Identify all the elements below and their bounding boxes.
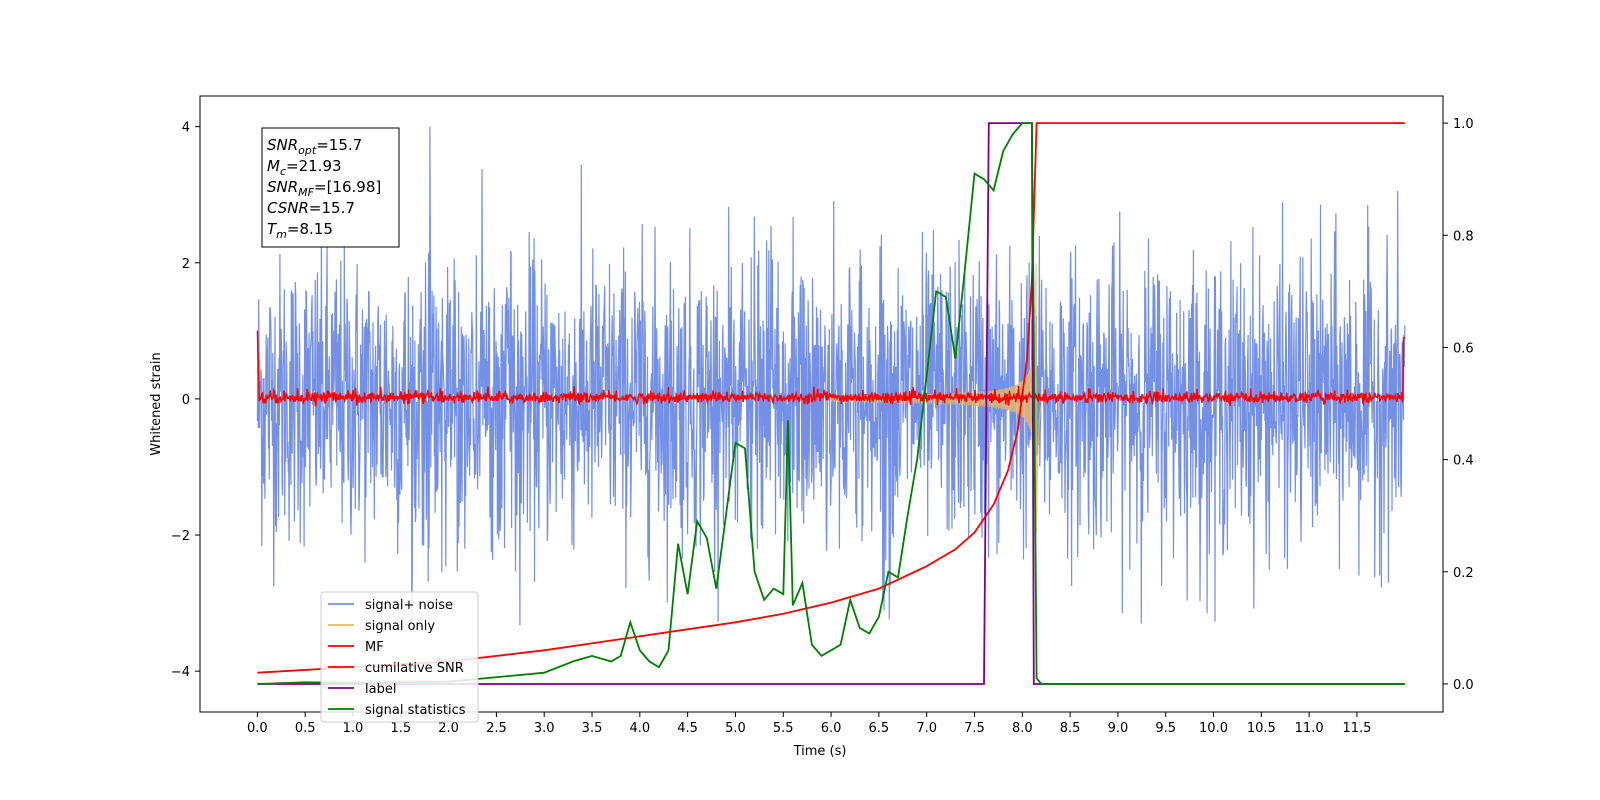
y-right-tick-label: 0.8 (1453, 229, 1474, 244)
legend-label: cumilative SNR (365, 661, 464, 676)
x-tick-label: 8.0 (1012, 721, 1033, 736)
annotation-box: SNRopt=15.7Mc=21.93SNRMF=[16.98]CSNR=15.… (261, 127, 400, 248)
x-tick-label: 6.0 (821, 721, 842, 736)
x-tick-label: 9.0 (1108, 721, 1129, 736)
x-tick-label: 1.5 (390, 721, 411, 736)
x-tick-label: 2.0 (438, 721, 459, 736)
annotation-line: Tm=8.15 (267, 220, 333, 241)
legend-label: signal+ noise (365, 598, 453, 613)
x-tick-label: 7.5 (964, 721, 985, 736)
x-axis-label: Time (s) (793, 744, 847, 759)
series-signal-statistics (257, 122, 1405, 685)
annotation-line: SNRMF=[16.98] (267, 178, 381, 199)
series-mf (256, 330, 1405, 407)
y-right-tick-label: 0.2 (1453, 566, 1474, 581)
x-axis: 0.0 0.5 1.0 1.5 2.0 2.5 3.0 3.5 4.0 4.5 5.0 5.5 6.0 6… (247, 712, 1371, 736)
plot-frame (199, 95, 1444, 713)
x-tick-label: 11.5 (1342, 721, 1371, 736)
x-tick-label: 2.5 (486, 721, 507, 736)
x-tick-label: 4.0 (629, 721, 650, 736)
x-tick-label: 9.5 (1155, 721, 1176, 736)
x-tick-label: 0.0 (247, 721, 268, 736)
x-tick-label: 1.0 (343, 721, 364, 736)
legend: signal+ noise signal only MF cumilative SNR… (320, 591, 479, 723)
y-right-tick-label: 0.0 (1453, 678, 1474, 693)
x-tick-label: 10.0 (1199, 721, 1228, 736)
y-left-tick-label: −2 (171, 529, 190, 544)
y-axis-label: Whitened strain (149, 352, 164, 455)
series-layer (256, 122, 1406, 685)
legend-label: MF (365, 640, 384, 655)
annotation-line: Mc=21.93 (267, 157, 342, 178)
y-left-tick-label: 4 (182, 121, 190, 136)
x-tick-label: 5.5 (773, 721, 794, 736)
series-cumulative-snr (257, 122, 1405, 674)
legend-label: signal statistics (365, 703, 466, 718)
legend-label: signal only (365, 619, 435, 634)
y-axis-right: 1.0 0.8 0.6 0.4 0.2 0.0 (1443, 117, 1474, 693)
annotation-frame (261, 127, 400, 248)
y-left-tick-label: 2 (182, 257, 190, 272)
x-tick-label: 10.5 (1247, 721, 1276, 736)
annotation-line: SNRopt=15.7 (267, 136, 362, 157)
x-tick-label: 3.5 (582, 721, 603, 736)
y-right-tick-label: 1.0 (1453, 117, 1474, 132)
x-tick-label: 5.0 (725, 721, 746, 736)
y-left-tick-label: −4 (171, 665, 190, 680)
x-tick-label: 0.5 (295, 721, 316, 736)
y-left-tick-label: 0 (182, 393, 190, 408)
x-tick-label: 3.0 (534, 721, 555, 736)
annotation-line: CSNR=15.7 (267, 199, 355, 217)
y-axis-left: 4 2 0 −2 −4 (171, 121, 200, 680)
x-tick-label: 6.5 (869, 721, 890, 736)
x-tick-label: 4.5 (677, 721, 698, 736)
y-right-tick-label: 0.6 (1453, 341, 1474, 356)
x-tick-label: 7.0 (916, 721, 937, 736)
x-tick-label: 8.5 (1060, 721, 1081, 736)
legend-label: label (365, 682, 396, 697)
legend-frame (320, 591, 479, 723)
series-signal-noise (256, 126, 1406, 626)
x-tick-label: 11.0 (1295, 721, 1324, 736)
y-right-tick-label: 0.4 (1453, 454, 1474, 469)
